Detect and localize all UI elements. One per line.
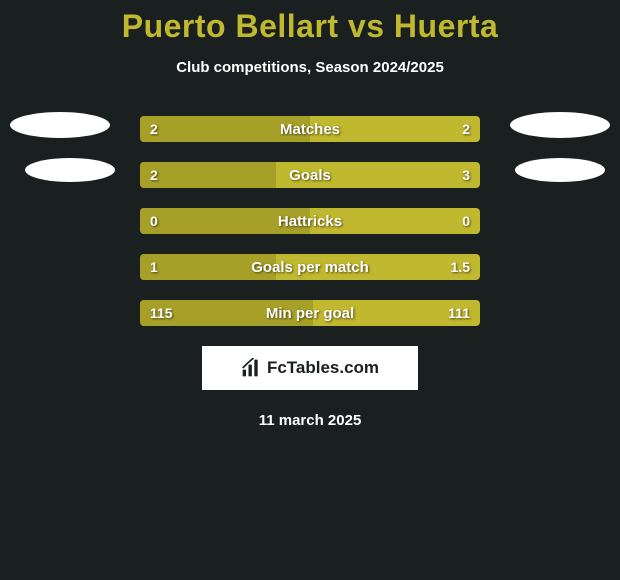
bar-row: 11.5Goals per match: [140, 254, 480, 280]
player-left-icon: [10, 112, 110, 138]
comparison-chart: 22Matches 23Goals 00Hattricks 11.5Goals per…: [0, 116, 620, 326]
bar-row: 22Matches: [140, 116, 480, 142]
bar-label: Goals: [140, 162, 480, 188]
branding-text: FcTables.com: [267, 358, 379, 378]
footer-date: 11 march 2025: [0, 412, 620, 429]
branding-badge: FcTables.com: [202, 346, 418, 390]
player-left-icon-shadow: [25, 158, 115, 182]
bar-label: Min per goal: [140, 300, 480, 326]
page-subtitle: Club competitions, Season 2024/2025: [0, 59, 620, 76]
bar-row: 00Hattricks: [140, 208, 480, 234]
player-right-icon: [510, 112, 610, 138]
page-title: Puerto Bellart vs Huerta: [0, 8, 620, 45]
player-right-icon-shadow: [515, 158, 605, 182]
bar-chart-icon: [241, 358, 261, 378]
comparison-infographic: Puerto Bellart vs Huerta Club competitio…: [0, 0, 620, 429]
bars-container: 22Matches 23Goals 00Hattricks 11.5Goals per…: [140, 116, 480, 326]
bar-label: Matches: [140, 116, 480, 142]
bar-label: Goals per match: [140, 254, 480, 280]
bar-row: 115111Min per goal: [140, 300, 480, 326]
bar-row: 23Goals: [140, 162, 480, 188]
bar-label: Hattricks: [140, 208, 480, 234]
